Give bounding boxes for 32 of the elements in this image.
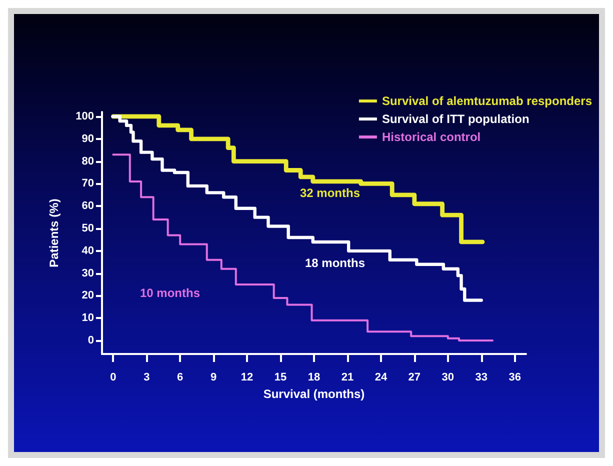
x-tick-label: 0 bbox=[110, 372, 116, 384]
x-tick-label: 21 bbox=[341, 372, 354, 384]
annotation: 18 months bbox=[304, 256, 366, 270]
legend-label: Survival of alemtuzumab responders bbox=[382, 94, 592, 108]
y-tick-label: 20 bbox=[82, 290, 94, 302]
x-tick-label: 6 bbox=[177, 372, 184, 384]
x-tick-label: 9 bbox=[210, 372, 217, 384]
x-tick-label: 18 bbox=[308, 372, 320, 384]
legend-label: Historical control bbox=[382, 130, 481, 144]
x-tick-label: 24 bbox=[374, 372, 388, 384]
annotation: 10 months bbox=[140, 286, 200, 300]
y-tick-label: 50 bbox=[82, 222, 94, 235]
y-tick-label: 90 bbox=[82, 132, 94, 145]
x-tick-label: 15 bbox=[274, 372, 287, 384]
annotation: 32 months bbox=[300, 186, 360, 200]
y-tick-label: 40 bbox=[82, 244, 94, 257]
y-tick-label: 0 bbox=[88, 334, 94, 347]
y-tick-label: 80 bbox=[82, 155, 94, 168]
x-axis-title: Survival (months) bbox=[263, 386, 365, 401]
y-tick-label: 100 bbox=[76, 110, 94, 122]
y-tick-label: 70 bbox=[82, 178, 94, 190]
legend-label: Survival of ITT population bbox=[382, 112, 530, 126]
x-tick-label: 33 bbox=[475, 372, 488, 384]
x-tick-label: 27 bbox=[408, 372, 421, 384]
y-tick-label: 10 bbox=[82, 312, 94, 324]
y-axis-title: Patients (%) bbox=[47, 198, 61, 268]
y-tick-label: 60 bbox=[82, 200, 94, 212]
x-tick-label: 30 bbox=[442, 372, 454, 384]
x-tick-label: 36 bbox=[508, 372, 521, 384]
x-tick-label: 12 bbox=[240, 372, 254, 384]
x-tick-label: 3 bbox=[144, 372, 150, 384]
y-tick-label: 30 bbox=[82, 267, 94, 280]
